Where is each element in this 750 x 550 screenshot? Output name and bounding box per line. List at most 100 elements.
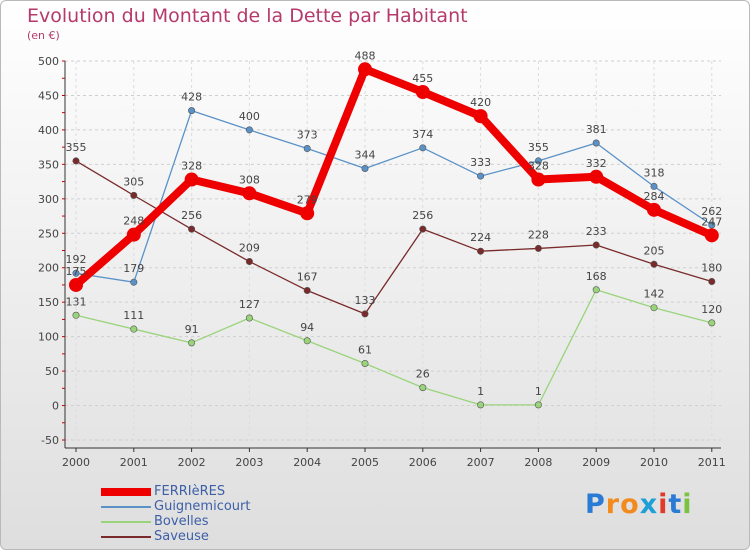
data-label: 262 [701, 205, 722, 218]
data-point [188, 339, 196, 347]
data-label: 284 [644, 190, 665, 203]
data-point [708, 278, 716, 286]
data-point [72, 311, 80, 319]
data-label: 127 [239, 298, 260, 311]
data-point [130, 191, 138, 199]
logo-letter: t [668, 489, 683, 520]
data-point [188, 225, 196, 233]
data-point [650, 182, 658, 190]
data-label: 308 [239, 173, 260, 186]
data-point [531, 172, 546, 187]
y-tick-label: 500 [38, 55, 59, 68]
data-label: 133 [355, 294, 376, 307]
data-label: 1 [477, 385, 484, 398]
y-tick-label: 300 [38, 193, 59, 206]
legend-swatch [101, 506, 151, 508]
data-label: 248 [123, 215, 144, 228]
data-label: 167 [297, 270, 318, 283]
x-tick-label: 2011 [698, 456, 726, 469]
legend-label: FERRIèRES [154, 484, 226, 499]
data-point [477, 247, 485, 255]
x-tick-label: 2003 [235, 456, 263, 469]
data-label: 91 [185, 323, 199, 336]
data-label: 247 [701, 215, 722, 228]
data-point [592, 286, 600, 294]
data-point [130, 278, 138, 286]
logo-letter: x [639, 489, 659, 520]
series-line [72, 65, 716, 289]
data-point [415, 85, 430, 100]
data-label: 142 [644, 288, 665, 301]
y-tick-label: 100 [38, 331, 59, 344]
x-tick-label: 2002 [178, 456, 206, 469]
data-point [361, 310, 369, 318]
data-point [592, 139, 600, 147]
chart-unit-label: (en €) [27, 29, 60, 42]
x-tick-label: 2004 [293, 456, 321, 469]
data-label: 328 [181, 160, 202, 173]
data-point [126, 227, 141, 242]
data-label: 94 [300, 321, 314, 334]
logo-letter: P [585, 489, 606, 520]
data-label: 400 [239, 110, 260, 123]
legend-swatch [101, 536, 151, 538]
data-label: 355 [66, 141, 87, 154]
data-label: 374 [412, 128, 433, 141]
data-point [534, 157, 542, 165]
y-tick-label: 150 [38, 296, 59, 309]
data-point [708, 221, 716, 229]
data-point [303, 337, 311, 345]
series-line [75, 109, 713, 283]
data-point [303, 286, 311, 294]
y-tick-label: 50 [45, 365, 59, 378]
y-tick-label: 250 [38, 227, 59, 240]
x-tick-label: 2008 [524, 456, 552, 469]
series-line [75, 289, 713, 406]
data-label: 332 [586, 157, 607, 170]
data-label: 305 [123, 175, 144, 188]
data-point [361, 360, 369, 368]
data-point [188, 107, 196, 115]
data-label: 233 [586, 225, 607, 238]
chart-title: Evolution du Montant de la Dette par Hab… [27, 5, 468, 27]
y-tick-label: -50 [41, 434, 59, 447]
x-tick-label: 2010 [640, 456, 668, 469]
data-point [245, 258, 253, 266]
data-label: 179 [123, 262, 144, 275]
data-label: 168 [586, 270, 607, 283]
data-point [72, 157, 80, 165]
y-tick-label: 450 [38, 89, 59, 102]
data-label: 180 [701, 262, 722, 275]
legend-label: Saveuse [154, 529, 209, 544]
x-tick-label: 2009 [582, 456, 610, 469]
data-point [473, 109, 488, 124]
data-label: 192 [66, 253, 87, 266]
legend-label: Guignemicourt [154, 499, 251, 514]
y-tick-label: 0 [52, 400, 59, 413]
data-label: 328 [528, 160, 549, 173]
logo-letter: r [605, 489, 621, 520]
y-tick-label: 350 [38, 158, 59, 171]
data-point [358, 62, 372, 77]
data-label: 256 [412, 209, 433, 222]
data-point [419, 225, 427, 233]
data-label: 209 [239, 242, 260, 255]
data-label: 420 [470, 96, 491, 109]
data-label: 228 [528, 228, 549, 241]
x-tick-label: 2006 [409, 456, 437, 469]
data-label: 373 [297, 129, 318, 142]
data-label: 381 [586, 123, 607, 136]
data-point [419, 384, 427, 392]
data-point [477, 172, 485, 180]
data-point [708, 319, 716, 327]
x-tick-label: 2005 [351, 456, 379, 469]
data-point [130, 325, 138, 333]
data-point [245, 314, 253, 322]
data-point [650, 260, 658, 268]
legend-swatch [101, 488, 151, 496]
logo-letter: o [620, 489, 640, 520]
data-label: 428 [181, 91, 202, 104]
x-tick-label: 2000 [62, 456, 90, 469]
data-label: 205 [644, 244, 665, 257]
